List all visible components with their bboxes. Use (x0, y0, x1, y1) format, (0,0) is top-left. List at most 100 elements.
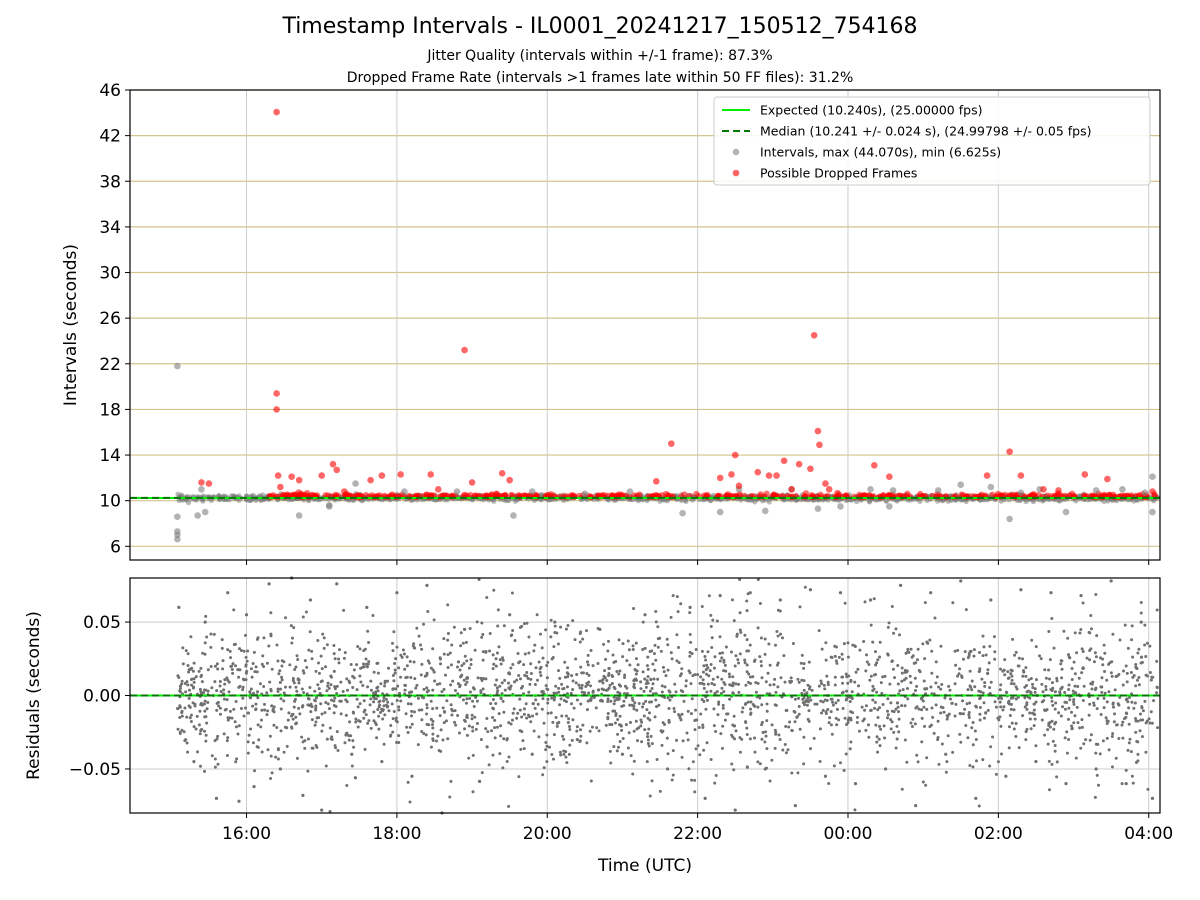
residual-point (618, 714, 622, 718)
residual-point (295, 689, 299, 693)
residual-point (479, 691, 483, 695)
residual-point (446, 603, 450, 607)
residual-point (1080, 718, 1084, 722)
residual-point (399, 675, 403, 679)
residual-point (437, 748, 441, 752)
residual-point (237, 675, 241, 679)
residual-point (429, 717, 433, 721)
residual-point (225, 698, 229, 702)
residual-point (579, 734, 583, 738)
residual-point (807, 709, 811, 713)
residual-point (591, 689, 595, 693)
residual-point (376, 689, 380, 693)
residual-point (641, 670, 645, 674)
residual-point (1136, 752, 1140, 756)
residual-point (606, 697, 610, 701)
residual-point (734, 729, 738, 733)
residual-point (934, 660, 938, 664)
residual-point (394, 657, 398, 661)
residual-point (632, 759, 636, 763)
residual-point (631, 648, 635, 652)
residual-point (351, 674, 355, 678)
residual-point (292, 626, 296, 630)
residual-point (527, 690, 531, 694)
residual-point (896, 710, 900, 714)
residual-point (1134, 719, 1138, 723)
residual-point (546, 660, 550, 664)
residual-point (242, 649, 246, 653)
residual-point (606, 649, 610, 653)
residual-point (511, 663, 515, 667)
residual-point (876, 715, 880, 719)
dropped-point (461, 346, 468, 354)
residual-point (869, 674, 873, 678)
residual-point (718, 594, 722, 598)
residual-point (720, 651, 724, 655)
residual-point (779, 676, 783, 680)
residual-point (895, 737, 899, 741)
dropped-point (318, 472, 326, 479)
residual-point (397, 708, 401, 712)
residual-point (573, 638, 577, 642)
residual-point (394, 687, 398, 691)
residual-point (461, 698, 465, 702)
residual-point (702, 664, 706, 668)
residual-point (522, 707, 526, 711)
residual-point (185, 715, 189, 719)
residual-point (875, 740, 879, 744)
residual-point (431, 726, 435, 730)
residual-point (680, 755, 684, 759)
residual-point (688, 633, 692, 637)
plot-frame (129, 89, 1161, 561)
residual-point (344, 713, 348, 717)
residual-point (557, 669, 561, 673)
residual-point (844, 672, 848, 676)
residual-point (754, 681, 758, 685)
residual-point (1011, 696, 1015, 700)
residual-point (391, 730, 395, 734)
residual-point (639, 687, 643, 691)
residual-point (446, 638, 450, 642)
residual-point (446, 653, 450, 657)
residual-point (865, 653, 869, 657)
dropped-point (506, 476, 513, 484)
residual-point (487, 763, 491, 767)
residual-point (876, 658, 880, 662)
residual-point (718, 651, 722, 655)
residual-point (495, 678, 499, 682)
residual-point (546, 711, 550, 715)
interval-point (174, 362, 181, 370)
residual-point (819, 699, 823, 703)
residual-point (646, 716, 650, 720)
residual-point (1133, 701, 1137, 705)
residual-point (275, 643, 279, 647)
residual-point (630, 696, 634, 700)
residual-point (525, 674, 529, 678)
residual-point (189, 719, 193, 723)
residual-point (645, 760, 649, 764)
residual-point (464, 701, 468, 705)
residual-point (981, 758, 985, 762)
residual-point (637, 726, 641, 730)
residual-point (535, 678, 539, 682)
residual-point (553, 624, 557, 628)
residual-point (529, 720, 533, 724)
residual-point (180, 728, 184, 732)
residual-point (494, 701, 498, 705)
residual-point (245, 669, 249, 673)
residual-point (624, 695, 628, 699)
residual-point (392, 679, 396, 683)
residual-point (646, 667, 650, 671)
residual-point (199, 666, 203, 670)
residual-point (542, 721, 546, 725)
residual-point (324, 764, 328, 768)
residual-point (426, 610, 430, 614)
residual-point (869, 708, 873, 712)
residual-point (557, 690, 561, 694)
residual-point (699, 675, 703, 679)
residual-point (425, 703, 429, 707)
residual-point (316, 639, 320, 643)
dropped-point (1040, 485, 1047, 493)
residual-point (915, 684, 919, 688)
dropped-point (378, 472, 386, 479)
